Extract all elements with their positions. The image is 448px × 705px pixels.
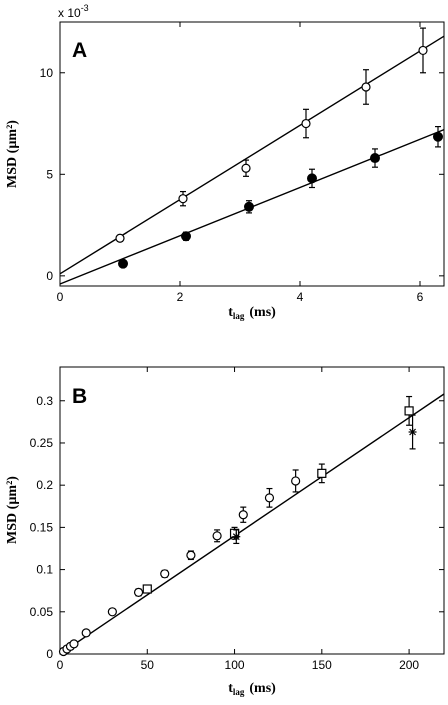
data-point-open-circle [115,233,125,243]
data-point-open-circle [264,493,275,503]
data-point-filled-circle [181,231,191,242]
panel-b-ylabel: MSD (µm²) [5,476,20,544]
x-tick-label: 4 [297,290,304,304]
y-tick-label: 0.1 [36,563,53,577]
x-tick-label: 200 [399,658,419,672]
panel-b-label: B [72,385,87,408]
data-point-open-circle [160,569,170,579]
data-point-filled-circle [244,201,254,212]
data-point-open-circle [301,118,311,129]
data-point-open-circle [178,194,188,204]
y-tick-label: 0.3 [36,394,53,408]
panel-a-axes-box [59,21,445,287]
data-point-open-circle [291,476,301,486]
data-point-open-circle [212,531,222,541]
panel-a-xlabel: tlag (ms) [228,305,276,321]
data-point-open-circle [133,587,144,597]
panel-b-data-points [58,395,417,657]
data-point-open-square [317,468,327,478]
data-point-open-square [229,528,240,538]
data-point-star [408,427,417,436]
panel-b-axes-box [59,366,445,655]
data-point-open-square [142,584,152,594]
x-tick-label: 6 [417,290,424,304]
data-point-open-circle [418,45,428,56]
data-point-open-circle [186,550,196,560]
data-point-filled-circle [370,153,380,164]
y-tick-label: 0.05 [30,605,54,619]
panel-a-ylabel: MSD (µm²) [5,120,20,188]
fit-line [59,393,445,655]
data-point-open-circle [238,510,248,520]
y-tick-label: 0.2 [36,478,53,492]
data-point-open-circle [107,607,117,617]
panel-b-ticks: 0 50 100 150 200 0 0.05 0.1 0.15 0.2 0.25 0.3 [30,367,444,672]
y-tick-label: 0.25 [30,436,54,450]
x-tick-label: 100 [225,658,245,672]
panel-a-chart: A x 10-3 MSD (µm²) tlag (ms) 0 2 4 6 0 5 10 [5,3,445,321]
y-tick-label: 0.15 [30,520,54,534]
fit-line [59,35,445,275]
y-tick-label: 0 [46,269,53,283]
data-point-star [232,532,241,541]
y-tick-label: 5 [46,167,53,181]
data-point-open-circle [69,639,79,649]
data-point-open-square [404,406,414,416]
panel-a-label: A [72,39,87,62]
x-tick-label: 150 [312,658,332,672]
panel-b-xlabel: tlag (ms) [228,681,276,697]
data-point-open-circle [81,628,91,638]
data-point-filled-circle [118,258,128,269]
x-tick-label: 2 [177,290,184,304]
data-point-filled-circle [307,173,317,184]
panel-a-ticks: 0 2 4 6 0 5 10 [40,22,444,304]
data-point-filled-circle [433,131,443,142]
panel-b-chart: B MSD (µm²) tlag (ms) 0 50 100 150 200 0 0.05 0.… [5,366,445,697]
panel-b-fit-line [59,393,445,655]
panel-a-data-points [115,27,443,269]
y-tick-label: 10 [40,66,54,80]
x-tick-label: 0 [57,290,64,304]
x-tick-label: 0 [57,658,64,672]
panel-a-multiplier: x 10-3 [58,3,89,20]
x-tick-label: 50 [141,658,155,672]
panel-a-fit-lines [59,35,445,285]
y-tick-label: 0 [46,647,53,661]
data-point-open-circle [361,82,371,92]
data-point-open-circle [241,163,251,173]
